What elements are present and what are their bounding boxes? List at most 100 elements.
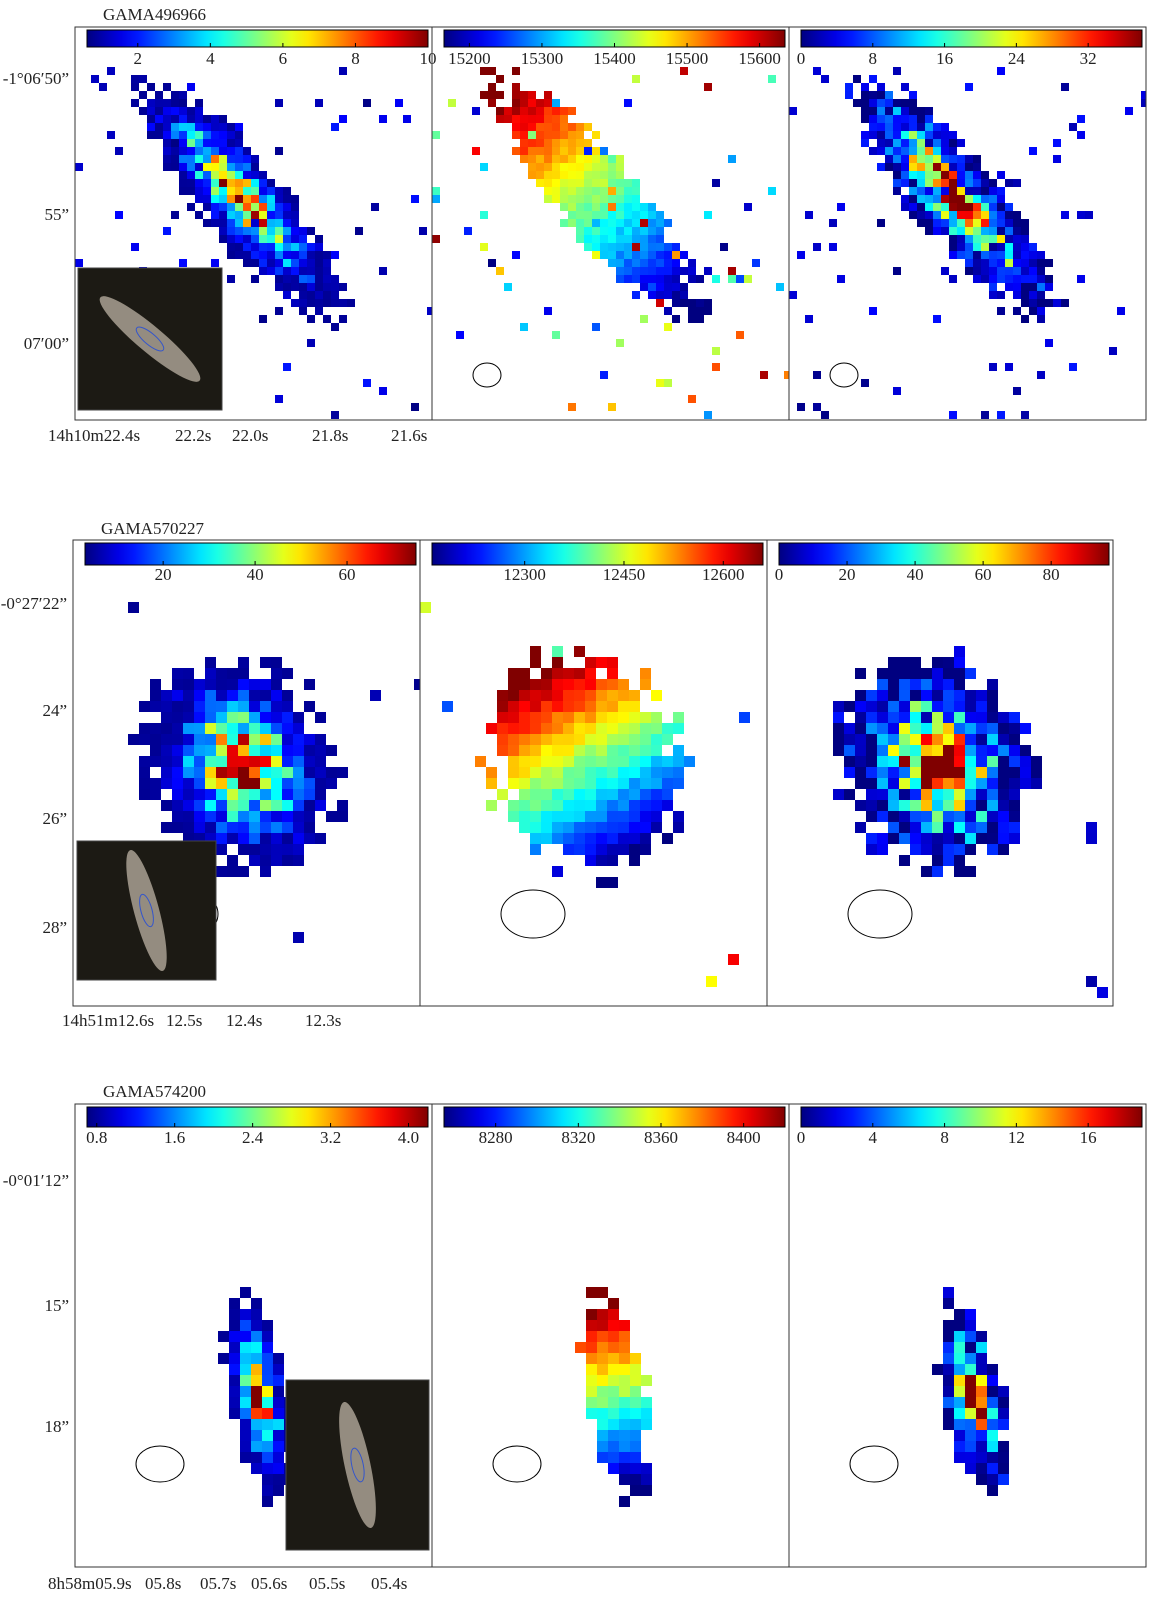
pixel [1021,235,1029,243]
pixel [1013,251,1021,259]
x-tick-label: 05.4s [371,1574,407,1593]
pixel [293,800,304,811]
pixel [981,179,989,187]
pixel [219,219,227,227]
pixel [179,131,187,139]
pixel [976,690,987,701]
pixel [508,745,519,756]
pixel [519,723,530,734]
pixel [259,211,267,219]
pixel [673,723,684,734]
pixel [607,734,618,745]
pixel [597,1342,608,1353]
pixel [941,155,949,163]
pixel [648,243,656,251]
colorbar [84,542,417,566]
pixel [899,723,910,734]
pixel [568,195,576,203]
pixel [648,227,656,235]
x-tick-label: 8h58m05.9s [48,1574,132,1593]
pixel [608,235,616,243]
pixel [315,251,323,259]
pixel [965,712,976,723]
pixel [885,99,893,107]
pixel [640,712,651,723]
pixel [688,259,696,267]
pixel [909,147,917,155]
pixel [262,1397,273,1408]
pixel [282,811,293,822]
pixel [293,723,304,734]
pixel [260,800,271,811]
pixel [150,789,161,800]
pixel [608,187,616,195]
pixel [163,123,171,131]
pixel [519,690,530,701]
pixel [216,701,227,712]
pixel [251,211,259,219]
pixel [1013,235,1021,243]
pixel [574,646,585,657]
pixel [574,723,585,734]
pixel [998,734,1009,745]
pixel [243,195,251,203]
pixel [949,131,957,139]
pixel [607,701,618,712]
pixel [1021,283,1029,291]
colorbar [86,1106,429,1128]
pixel [664,251,672,259]
pixel [616,211,624,219]
pixel [1077,115,1085,123]
pixel [219,203,227,211]
pixel [147,123,155,131]
pixel [211,163,219,171]
pixel [520,123,528,131]
pixel [179,155,187,163]
pixel [965,187,973,195]
pixel [933,219,941,227]
pixel [195,163,203,171]
pixel [954,1386,965,1397]
pixel [187,131,195,139]
pixel [131,83,139,91]
pixel [629,778,640,789]
pixel [563,668,574,679]
pixel [921,844,932,855]
pixel [271,668,282,679]
pixel [933,155,941,163]
pixel [954,657,965,668]
pixel [877,767,888,778]
pixel [585,800,596,811]
pixel [662,767,673,778]
pixel [672,291,680,299]
pixel [216,745,227,756]
pixel [411,403,419,411]
pixel [1029,259,1037,267]
map-panel: 0 4 8 12 16 [788,1103,1147,1568]
pixel [194,789,205,800]
pixel [932,1364,943,1375]
pixel [893,115,901,123]
pixel [608,259,616,267]
pixel [205,811,216,822]
pixel [395,99,403,107]
pixel [519,734,530,745]
pixel [954,712,965,723]
pixel [307,315,315,323]
pixel [597,1386,608,1397]
pixel [115,211,123,219]
pixel [596,800,607,811]
pixel [941,139,949,147]
pixel [194,734,205,745]
pixel [568,187,576,195]
pixel [161,690,172,701]
pixel [480,67,488,75]
colorbar-tick-label: 0 [797,1128,806,1147]
pixel [965,1320,976,1331]
pixel [544,99,552,107]
pixel [618,778,629,789]
pixel [866,712,877,723]
pixel [1029,307,1037,315]
pixel [552,195,560,203]
pixel [307,227,315,235]
